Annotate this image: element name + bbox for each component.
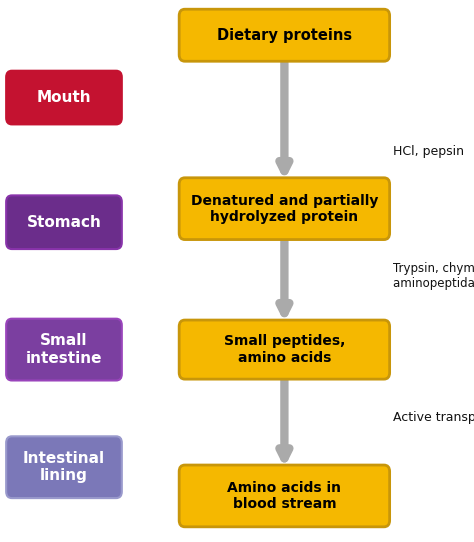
FancyBboxPatch shape xyxy=(179,320,390,379)
FancyBboxPatch shape xyxy=(6,71,122,125)
FancyBboxPatch shape xyxy=(6,196,122,249)
Text: Stomach: Stomach xyxy=(27,215,101,230)
FancyBboxPatch shape xyxy=(179,9,390,61)
Text: Trypsin, chymotrypsin,
aminopeptidase, carboxypeptidase: Trypsin, chymotrypsin, aminopeptidase, c… xyxy=(393,262,474,291)
FancyBboxPatch shape xyxy=(179,178,390,240)
Text: HCl, pepsin: HCl, pepsin xyxy=(393,145,465,158)
Text: Denatured and partially
hydrolyzed protein: Denatured and partially hydrolyzed prote… xyxy=(191,193,378,224)
Text: Small
intestine: Small intestine xyxy=(26,333,102,366)
Text: Dietary proteins: Dietary proteins xyxy=(217,28,352,43)
FancyBboxPatch shape xyxy=(6,436,122,498)
FancyBboxPatch shape xyxy=(6,319,122,380)
Text: Active transport: Active transport xyxy=(393,411,474,424)
Text: Mouth: Mouth xyxy=(36,90,91,105)
Text: Small peptides,
amino acids: Small peptides, amino acids xyxy=(224,334,345,365)
Text: Amino acids in
blood stream: Amino acids in blood stream xyxy=(228,481,341,511)
Text: Intestinal
lining: Intestinal lining xyxy=(23,451,105,483)
FancyBboxPatch shape xyxy=(179,465,390,527)
